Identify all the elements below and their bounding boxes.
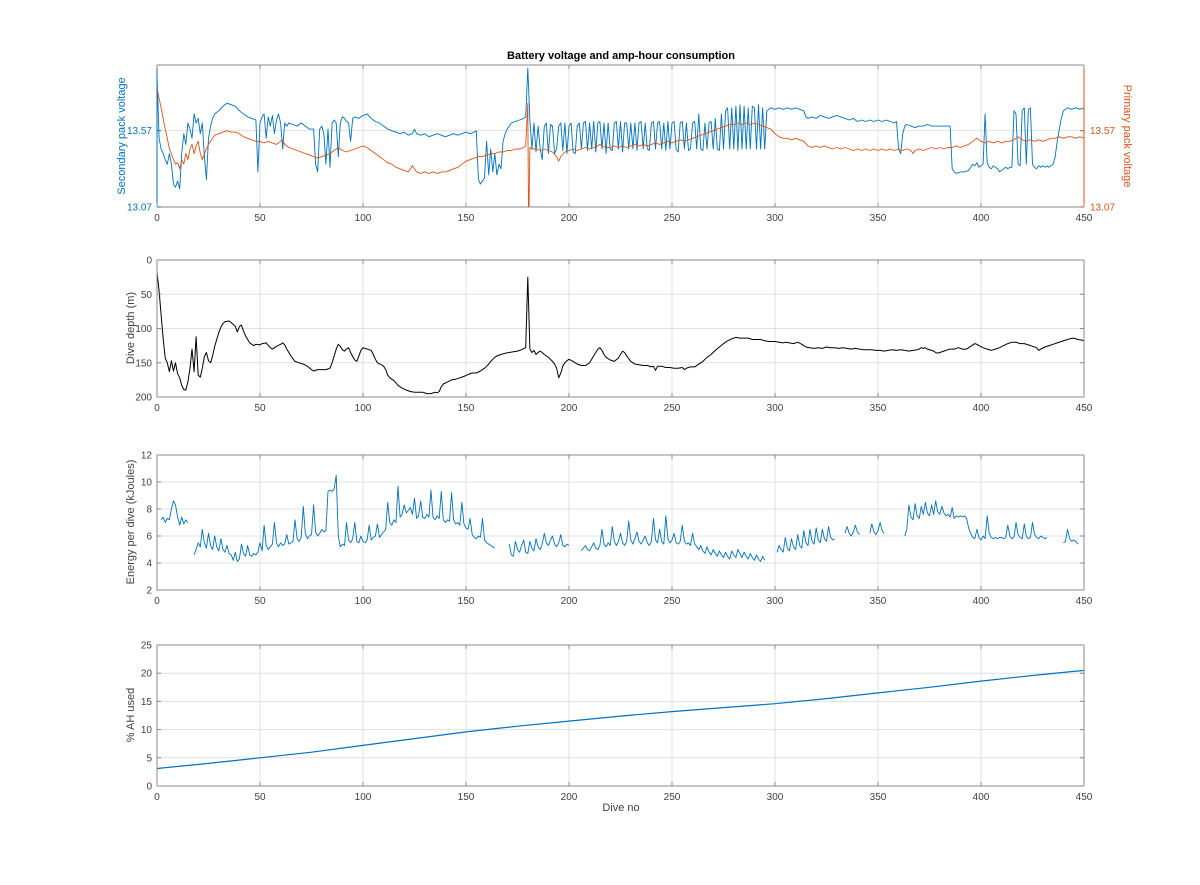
x-tick-label: 100 bbox=[355, 403, 372, 414]
x-tick-label: 150 bbox=[458, 403, 475, 414]
x-tick-label: 250 bbox=[664, 792, 681, 803]
x-tick-label: 150 bbox=[458, 792, 475, 803]
x-tick-label: 0 bbox=[154, 792, 160, 803]
y-tick-label-left: 4 bbox=[146, 559, 152, 570]
y-tick-label-left: 25 bbox=[141, 641, 153, 652]
y-tick-label-left: 5 bbox=[146, 753, 152, 764]
x-tick-label: 450 bbox=[1076, 792, 1093, 803]
x-tick-label: 200 bbox=[561, 596, 578, 607]
series-line-energy-per-dive bbox=[869, 522, 885, 536]
x-tick-label: 100 bbox=[355, 213, 372, 224]
y-tick-label-left: 0 bbox=[146, 782, 152, 793]
x-tick-label: 150 bbox=[458, 596, 475, 607]
x-tick-label: 300 bbox=[767, 403, 784, 414]
series-line-dive-depth bbox=[157, 272, 1084, 395]
x-tick-label: 250 bbox=[664, 213, 681, 224]
chart-title: Battery voltage and amp-hour consumption bbox=[507, 50, 735, 62]
x-tick-label: 0 bbox=[154, 213, 160, 224]
y-tick-label-left: 13.57 bbox=[127, 126, 152, 137]
x-tick-label: 200 bbox=[561, 792, 578, 803]
x-tick-label: 0 bbox=[154, 596, 160, 607]
x-axis-label-dive-no: Dive no bbox=[602, 802, 640, 814]
x-tick-label: 250 bbox=[664, 403, 681, 414]
x-tick-label: 350 bbox=[870, 596, 887, 607]
x-tick-label: 50 bbox=[254, 792, 266, 803]
x-tick-label: 400 bbox=[973, 403, 990, 414]
y-tick-label-right: 13.07 bbox=[1090, 203, 1115, 214]
y-axis-label-primary-pack-voltage: Primary pack voltage bbox=[1121, 84, 1133, 188]
y-tick-label-left: 100 bbox=[135, 324, 152, 335]
x-tick-label: 100 bbox=[355, 596, 372, 607]
series-line-energy-per-dive bbox=[160, 500, 189, 526]
x-tick-label: 400 bbox=[973, 596, 990, 607]
series-line-energy-per-dive bbox=[1063, 528, 1079, 545]
y-tick-label-left: 8 bbox=[146, 505, 152, 516]
y-tick-label-left: 15 bbox=[141, 697, 153, 708]
x-tick-label: 50 bbox=[254, 213, 266, 224]
x-tick-label: 350 bbox=[870, 403, 887, 414]
x-tick-label: 250 bbox=[664, 596, 681, 607]
x-tick-label: 350 bbox=[870, 213, 887, 224]
series-line-energy-per-dive bbox=[193, 474, 496, 563]
x-tick-label: 0 bbox=[154, 403, 160, 414]
y-tick-label-left: 10 bbox=[141, 478, 153, 489]
x-tick-label: 50 bbox=[254, 403, 266, 414]
y-tick-label-left: 13.07 bbox=[127, 203, 152, 214]
y-tick-label-left: 20 bbox=[141, 669, 153, 680]
x-tick-label: 50 bbox=[254, 596, 266, 607]
x-tick-label: 400 bbox=[973, 213, 990, 224]
x-tick-label: 150 bbox=[458, 213, 475, 224]
y-tick-label-left: 10 bbox=[141, 725, 153, 736]
x-tick-label: 300 bbox=[767, 213, 784, 224]
y-tick-label-left: 0 bbox=[146, 256, 152, 267]
x-tick-label: 350 bbox=[870, 792, 887, 803]
x-tick-label: 450 bbox=[1076, 403, 1093, 414]
x-tick-label: 450 bbox=[1076, 596, 1093, 607]
y-tick-label-left: 2 bbox=[146, 586, 152, 597]
y-axis-label-ah-used: % AH used bbox=[125, 687, 137, 743]
y-tick-label-left: 150 bbox=[135, 358, 152, 369]
y-axis-label-energy-per-dive: Energy per dive (kJoules) bbox=[125, 459, 137, 585]
y-axis-label-secondary-pack-voltage: Secondary pack voltage bbox=[116, 77, 128, 195]
x-tick-label: 200 bbox=[561, 403, 578, 414]
series-line-energy-per-dive bbox=[581, 515, 766, 563]
x-tick-label: 100 bbox=[355, 792, 372, 803]
series-line-energy-per-dive bbox=[776, 526, 835, 553]
series-line-secondary-pack-voltage bbox=[157, 67, 1084, 190]
y-tick-label-left: 50 bbox=[141, 290, 153, 301]
y-axis-label-dive-depth: Dive depth (m) bbox=[125, 291, 137, 365]
x-tick-label: 400 bbox=[973, 792, 990, 803]
x-tick-label: 200 bbox=[561, 213, 578, 224]
y-tick-label-left: 6 bbox=[146, 532, 152, 543]
series-line-primary-pack-voltage bbox=[157, 87, 1084, 207]
y-tick-label-left: 200 bbox=[135, 393, 152, 404]
x-tick-label: 300 bbox=[767, 792, 784, 803]
series-line-energy-per-dive bbox=[844, 524, 860, 537]
series-line--ah-used bbox=[157, 669, 1084, 770]
series-line-energy-per-dive bbox=[508, 532, 570, 557]
y-tick-label-left: 12 bbox=[141, 451, 153, 462]
x-tick-label: 450 bbox=[1076, 213, 1093, 224]
y-tick-label-right: 13.57 bbox=[1090, 126, 1115, 137]
series-line-energy-per-dive bbox=[904, 500, 1048, 541]
x-tick-label: 300 bbox=[767, 596, 784, 607]
